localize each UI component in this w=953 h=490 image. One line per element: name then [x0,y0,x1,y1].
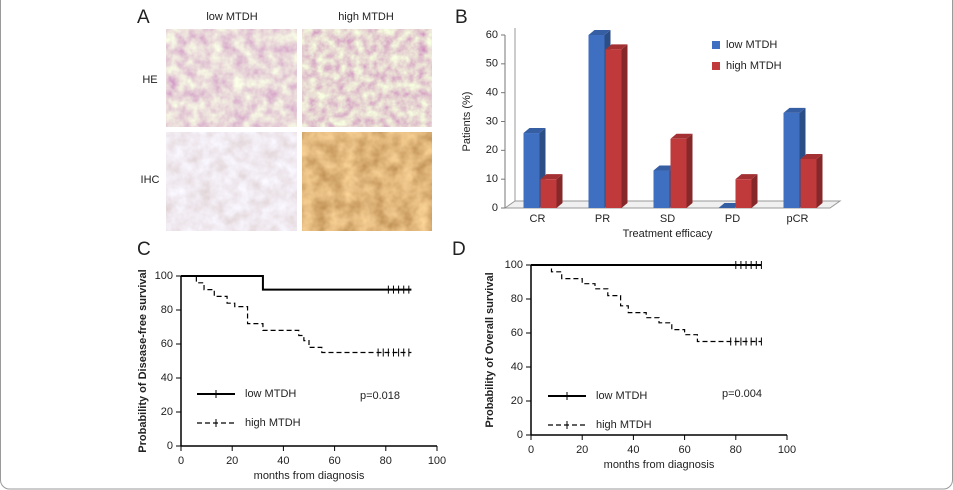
x-tick-label: 40 [627,444,639,456]
bar-top [718,203,741,208]
bar [783,112,800,208]
micrograph [302,132,432,231]
legend-swatch [712,41,720,49]
legend-label: low MTDH [596,390,647,402]
bar-top [670,133,693,139]
x-axis-label: months from diagnosis [604,459,715,471]
y-tick-label: 80 [161,304,173,316]
legend-label: high MTDH [726,60,782,72]
y-tick-label: 40 [161,372,173,384]
survival-curve [181,275,412,291]
bar-top [523,128,546,134]
bar [605,49,622,208]
micrograph [166,29,297,127]
y-tick-label: 20 [511,395,523,407]
micrograph [302,29,432,127]
bar-top [653,165,676,171]
x-tick-label: PD [725,213,740,225]
x-tick-label: 100 [428,455,446,467]
y-tick-label: 0 [167,440,173,452]
y-tick-label: 30 [486,115,498,127]
bar-side [621,44,628,208]
bar [540,179,557,208]
y-tick-label: 0 [517,429,523,441]
x-tick-label: 20 [226,455,238,467]
column-label: high MTDH [338,11,394,23]
bar-side [686,133,693,208]
y-tick-label: 40 [486,87,498,99]
y-tick-label: 50 [486,58,498,70]
y-tick-label: 60 [486,29,498,41]
x-tick-label: 40 [277,455,289,467]
y-tick-label: 20 [486,144,498,156]
panel-label: B [455,7,468,28]
y-tick-label: 100 [505,259,523,271]
bar [800,158,817,208]
bar [670,138,687,208]
bar-side [556,174,563,208]
y-tick-label: 100 [155,270,173,282]
y-tick-label: 60 [161,338,173,350]
y-tick-label: 40 [511,361,523,373]
legend-label: high MTDH [245,417,301,429]
annotation: p=0.004 [722,388,762,400]
x-tick-label: 100 [778,444,796,456]
legend-swatch [712,62,720,70]
x-tick-label: pCR [786,213,808,225]
row-label: HE [142,74,157,86]
bar-top [605,44,628,50]
x-axis-label: months from diagnosis [254,470,365,482]
y-tick-label: 20 [161,406,173,418]
y-tick-label: 80 [511,293,523,305]
x-tick-label: 60 [328,455,340,467]
panel-label: A [137,7,150,28]
column-label: low MTDH [206,11,257,23]
legend-label: high MTDH [596,419,652,431]
bar [523,133,540,208]
x-tick-label: 60 [678,444,690,456]
bar-top [783,107,806,113]
survival-curve [531,264,762,343]
x-tick-label: 20 [576,444,588,456]
bar-side [751,174,758,208]
y-axis-label: Probability of Disease-free survival [137,269,149,452]
bar [588,35,605,208]
survival-curve [181,275,412,354]
bar [735,179,752,208]
bar-top [800,153,823,159]
x-tick-label: 0 [178,455,184,467]
x-tick-label: 0 [528,444,534,456]
x-tick-label: 80 [730,444,742,456]
micrograph [166,132,297,231]
y-tick-label: 0 [492,202,498,214]
y-tick-label: 10 [486,173,498,185]
bar-top [735,174,758,180]
y-tick-label: 60 [511,327,523,339]
x-tick-label: SD [660,213,675,225]
panel-label: C [137,239,151,260]
y-axis-label: Patients (%) [461,92,473,152]
legend-label: low MTDH [245,388,296,400]
x-tick-label: CR [530,213,546,225]
x-tick-label: PR [595,213,610,225]
bar-side [816,153,823,208]
bar [653,170,670,208]
bar-top [588,30,611,35]
x-axis-label: Treatment efficacy [623,228,713,240]
y-axis-label: Probability of Overall survival [484,272,496,427]
panel-label: D [452,239,466,260]
row-label: IHC [141,174,160,186]
bar-top [540,174,563,180]
x-tick-label: 80 [380,455,392,467]
legend-label: low MTDH [726,39,777,51]
annotation: p=0.018 [360,390,400,402]
